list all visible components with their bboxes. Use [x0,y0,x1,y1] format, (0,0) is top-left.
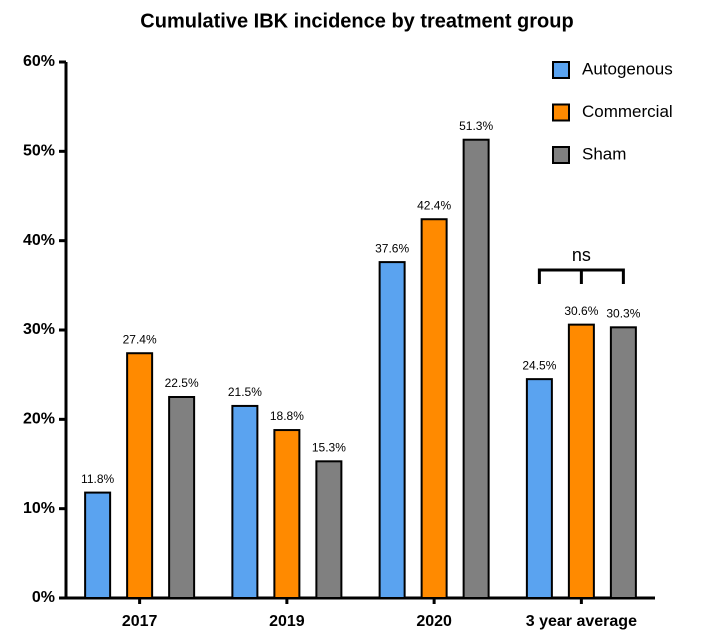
value-label: 22.5% [165,376,199,390]
y-tick-label: 30% [23,321,55,338]
bar [231,404,259,599]
legend-label: Autogenous [582,59,673,78]
y-tick-label: 60% [23,53,55,70]
legend-swatch [552,61,570,79]
value-label: 21.5% [228,385,262,399]
bar [168,396,196,599]
legend-swatch [552,103,570,122]
value-label: 11.8% [81,472,114,486]
value-label: 30.3% [606,306,640,320]
bar [567,323,595,599]
y-tick-label: 0% [32,589,55,606]
value-label: 15.3% [312,440,346,454]
y-tick-label: 20% [23,411,55,428]
value-label: 30.6% [564,304,598,318]
bar [315,460,343,599]
bar [126,352,154,599]
bar [609,326,637,599]
x-tick-label: 3 year average [526,613,637,630]
value-label: 42.4% [417,198,451,212]
bar [378,261,406,599]
legend-label: Sham [582,144,626,163]
annotation: ns [572,245,591,265]
value-label: 18.8% [270,409,304,423]
bar [462,138,490,599]
legend-swatch [552,146,570,164]
significance-bracket [537,268,625,284]
x-tick-label: 2017 [122,613,158,630]
y-tick-label: 40% [23,232,55,249]
bar [84,491,112,599]
legend-label: Commercial [582,102,673,121]
y-tick-label: 10% [23,500,55,517]
x-tick-label: 2020 [416,613,452,630]
y-tick-label: 50% [23,143,55,160]
value-label: 27.4% [123,332,157,346]
chart-title: Cumulative IBK incidence by treatment gr… [140,10,573,32]
x-tick-label: 2019 [269,613,305,630]
value-label: 37.6% [375,241,409,255]
bar [525,378,553,599]
value-label: 51.3% [459,119,493,133]
bar [420,218,448,600]
bar [273,429,301,600]
value-label: 24.5% [522,358,556,372]
